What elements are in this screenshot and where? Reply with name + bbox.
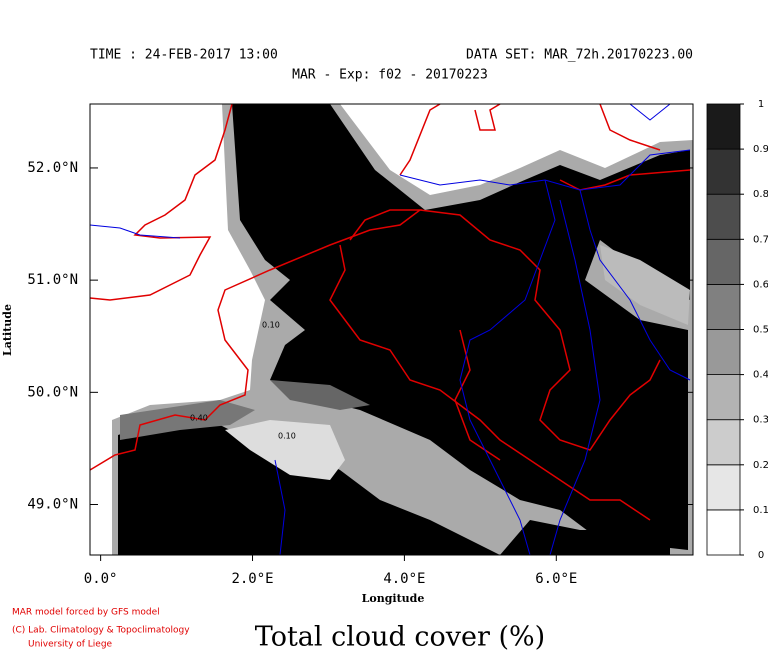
colorbar-label: 0.1: [753, 505, 768, 516]
contour-label: 0.30: [377, 536, 395, 545]
title: Total cloud cover (%): [255, 622, 545, 653]
contour-label: 0.10: [278, 432, 296, 441]
cloud-field: [225, 420, 345, 480]
coastline: [89, 103, 691, 521]
credit: (C) Lab. Climatology & Topoclimatology: [12, 626, 190, 636]
colorbar-label: 1: [758, 99, 764, 110]
x-tick-label: 0.0°: [84, 571, 118, 587]
cloud-field: [232, 104, 690, 550]
colorbar-box: [706, 193, 741, 240]
cloud-field: [120, 400, 255, 440]
x-tick-label: 2.0°E: [231, 571, 273, 587]
map: 0.100.200.400.100.600.400.300.20: [89, 103, 694, 556]
river: [89, 103, 691, 556]
y-axis-label: Latitude: [1, 304, 14, 356]
colorbar-label: 0.4: [753, 370, 768, 381]
contour-label: 0.10: [262, 321, 280, 330]
colorbar-box: [706, 464, 741, 511]
colorbar-label: 0.7: [753, 234, 768, 245]
contour-label: 0.20: [378, 542, 396, 551]
colorbar-box: [706, 509, 741, 556]
y-tick-label: 51.0°N: [27, 272, 78, 288]
colorbar-box: [706, 283, 741, 330]
colorbar-box: [706, 374, 741, 421]
colorbar-label: 0.9: [753, 144, 768, 155]
colorbar-box: [706, 419, 741, 466]
colorbar-label: 0.6: [753, 279, 768, 290]
contour-label: 0.40: [190, 414, 208, 423]
colorbar-box: [706, 103, 741, 150]
y-tick-label: 52.0°N: [27, 160, 78, 176]
colorbar-label: 0.3: [753, 415, 768, 426]
time-label: TIME : 24-FEB-2017 13:00: [90, 48, 278, 63]
colorbar: 0 0.1 0.2 0.3 0.4 0.5 0.6 0.7 0.8 0.9 1: [706, 99, 768, 561]
colorbar-label: 0.2: [753, 460, 768, 471]
cloud-field: [118, 420, 500, 555]
cloud-field: [270, 380, 370, 410]
colorbar-label: 0.5: [753, 325, 768, 336]
credit: University of Liege: [28, 640, 113, 650]
x-tick-label: 4.0°E: [383, 571, 425, 587]
contour-label: 0.20: [285, 358, 303, 367]
cloud-field: [600, 245, 690, 325]
cloud-field: [500, 520, 670, 555]
colorbar-box: [706, 148, 741, 195]
y-tick-label: 49.0°N: [27, 497, 78, 513]
experiment-label: MAR - Exp: f02 - 20170223: [292, 68, 488, 83]
colorbar-box: [706, 238, 741, 285]
x-axis-label: Longitude: [362, 592, 425, 605]
contour-label: 0.60: [368, 519, 386, 528]
contour-label: 0.40: [382, 529, 400, 538]
credit: MAR model forced by GFS model: [12, 608, 160, 618]
dataset-label: DATA SET: MAR_72h.20170223.00: [466, 48, 693, 63]
colorbar-box: [706, 329, 741, 375]
plot-frame: [89, 103, 694, 556]
colorbar-label: 0.8: [753, 189, 768, 200]
y-tick-label: 50.0°N: [27, 384, 78, 400]
x-tick-label: 6.0°E: [535, 571, 577, 587]
colorbar-label: 0: [758, 550, 764, 561]
